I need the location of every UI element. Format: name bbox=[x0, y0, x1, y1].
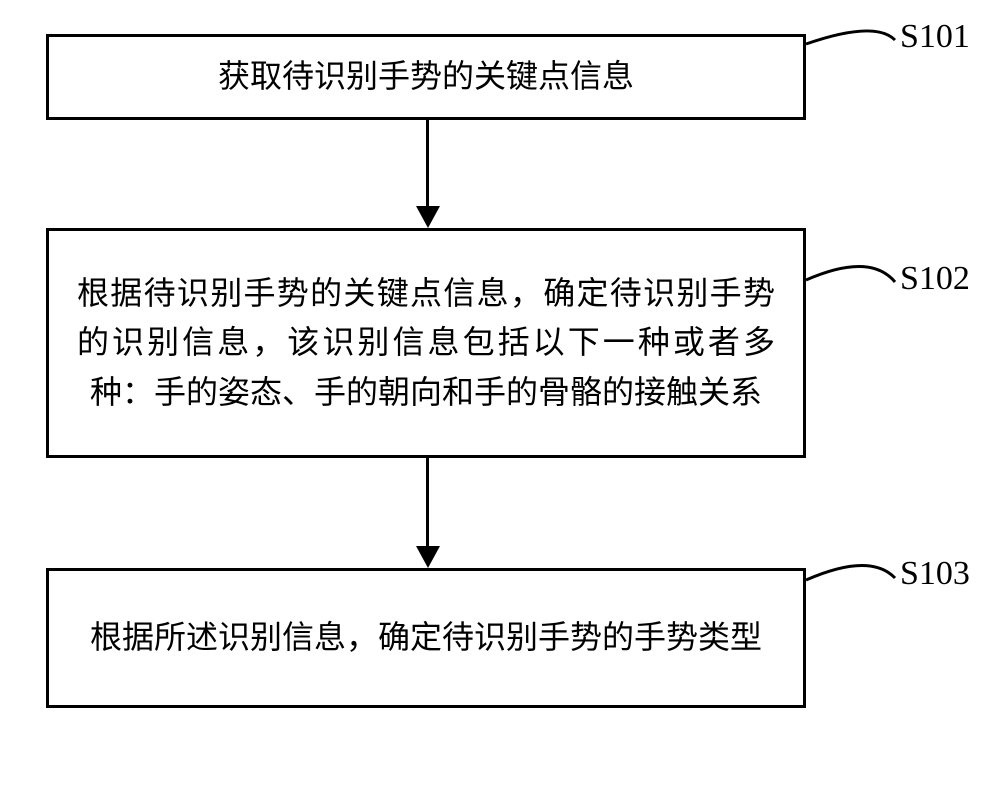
arrow-line-2 bbox=[426, 458, 429, 546]
flowchart-canvas: 获取待识别手势的关键点信息 S101 根据待识别手势的关键点信息，确定待识别手势… bbox=[0, 0, 1000, 790]
step-box-s103: 根据所述识别信息，确定待识别手势的手势类型 bbox=[46, 568, 806, 708]
step-label-s102: S102 bbox=[900, 260, 970, 298]
step-label-s103: S103 bbox=[900, 555, 970, 593]
step-text: 根据所述识别信息，确定待识别手势的手势类型 bbox=[90, 613, 762, 663]
step-text: 获取待识别手势的关键点信息 bbox=[218, 52, 634, 102]
step-box-s101: 获取待识别手势的关键点信息 bbox=[46, 34, 806, 120]
arrow-line-1 bbox=[426, 120, 429, 206]
step-label-s101: S101 bbox=[900, 18, 970, 56]
step-text: 根据待识别手势的关键点信息，确定待识别手势的识别信息，该识别信息包括以下一种或者… bbox=[77, 269, 775, 418]
arrow-head-2 bbox=[416, 546, 440, 568]
step-box-s102: 根据待识别手势的关键点信息，确定待识别手势的识别信息，该识别信息包括以下一种或者… bbox=[46, 228, 806, 458]
arrow-head-1 bbox=[416, 206, 440, 228]
